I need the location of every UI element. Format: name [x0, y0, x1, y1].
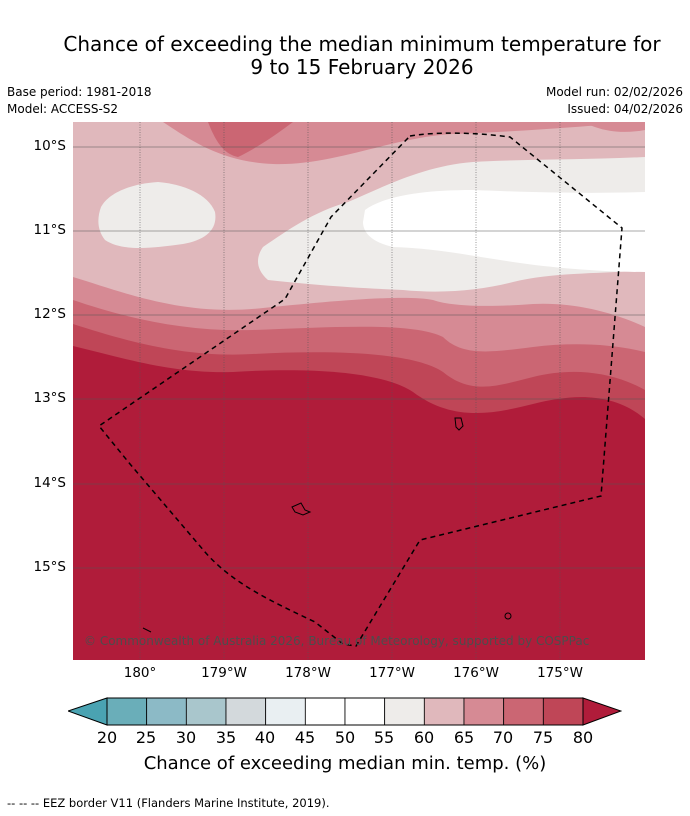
island-small-se — [504, 612, 512, 620]
colorbar-label-50: 50 — [334, 728, 356, 747]
lon-label-177w: 177°W — [369, 665, 415, 681]
lon-label-176w: 176°W — [453, 665, 499, 681]
island-small-sw — [142, 627, 152, 633]
band-65-70-ne — [583, 122, 645, 132]
lon-label-179w: 179°W — [201, 665, 247, 681]
colorbar-cell-60-65 — [423, 697, 465, 726]
colorbar — [68, 697, 622, 726]
colorbar-title: Chance of exceeding median min. temp. (%… — [143, 753, 547, 774]
base-period: Base period: 1981-2018 — [7, 85, 152, 99]
colorbar-cell-75-80 — [542, 697, 584, 726]
island-wallis — [454, 417, 464, 431]
colorbar-label-75: 75 — [532, 728, 554, 747]
colorbar-label-25: 25 — [135, 728, 157, 747]
colorbar-over-triangle — [582, 697, 622, 726]
colorbar-label-45: 45 — [294, 728, 316, 747]
colorbar-frame — [106, 697, 584, 726]
eez-footnote: -- -- -- EEZ border V11 (Flanders Marine… — [7, 796, 330, 810]
colorbar-label-30: 30 — [175, 728, 197, 747]
colorbar-cell-25-30 — [146, 697, 187, 726]
lat-label-12s: 12°S — [33, 306, 67, 322]
colorbar-cell-45-50 — [304, 697, 346, 726]
colorbar-cell-35-40 — [225, 697, 267, 726]
lat-label-15s: 15°S — [33, 559, 67, 575]
colorbar-label-35: 35 — [215, 728, 237, 747]
issued-date: Issued: 04/02/2026 — [567, 102, 683, 116]
lat-label-10s: 10°S — [33, 138, 67, 154]
islands — [142, 417, 512, 633]
band-55-60-west — [98, 182, 216, 248]
lon-label-180: 180° — [123, 665, 157, 681]
lat-label-13s: 13°S — [33, 390, 67, 406]
colorbar-label-70: 70 — [492, 728, 514, 747]
lat-label-14s: 14°S — [33, 475, 67, 491]
graticule — [73, 122, 645, 660]
lon-label-175w: 175°W — [537, 665, 583, 681]
colorbar-label-65: 65 — [453, 728, 475, 747]
colorbar-cell-55-60 — [384, 697, 425, 726]
band-45-55-east — [638, 208, 645, 232]
chart-title-line2: 9 to 15 February 2026 — [250, 55, 474, 79]
colorbar-cell-40-45 — [265, 697, 306, 726]
model-run: Model run: 02/02/2026 — [545, 85, 683, 99]
island-futuna — [291, 502, 312, 516]
band-70-75-north — [208, 122, 293, 157]
colorbar-cell-30-35 — [185, 697, 227, 726]
colorbar-cell-70-75 — [503, 697, 544, 726]
colorbar-label-40: 40 — [254, 728, 276, 747]
colorbar-label-80: 80 — [572, 728, 594, 747]
colorbar-label-20: 20 — [96, 728, 118, 747]
colorbar-label-55: 55 — [373, 728, 395, 747]
colorbar-cell-65-70 — [463, 697, 505, 726]
model-name: Model: ACCESS-S2 — [7, 102, 119, 116]
chart-title-line1: Chance of exceeding the median minimum t… — [63, 32, 661, 56]
colorbar-cell-20-25 — [106, 697, 148, 726]
colorbar-cell-50-55 — [344, 697, 386, 726]
map-copyright: © Commonwealth of Australia 2026, Bureau… — [84, 634, 589, 648]
lon-label-178w: 178°W — [285, 665, 331, 681]
lat-label-11s: 11°S — [33, 222, 67, 238]
colorbar-label-60: 60 — [413, 728, 435, 747]
colorbar-under-triangle — [68, 697, 108, 726]
eez-border — [97, 132, 623, 647]
forecast-map: © Commonwealth of Australia 2026, Bureau… — [73, 122, 645, 660]
